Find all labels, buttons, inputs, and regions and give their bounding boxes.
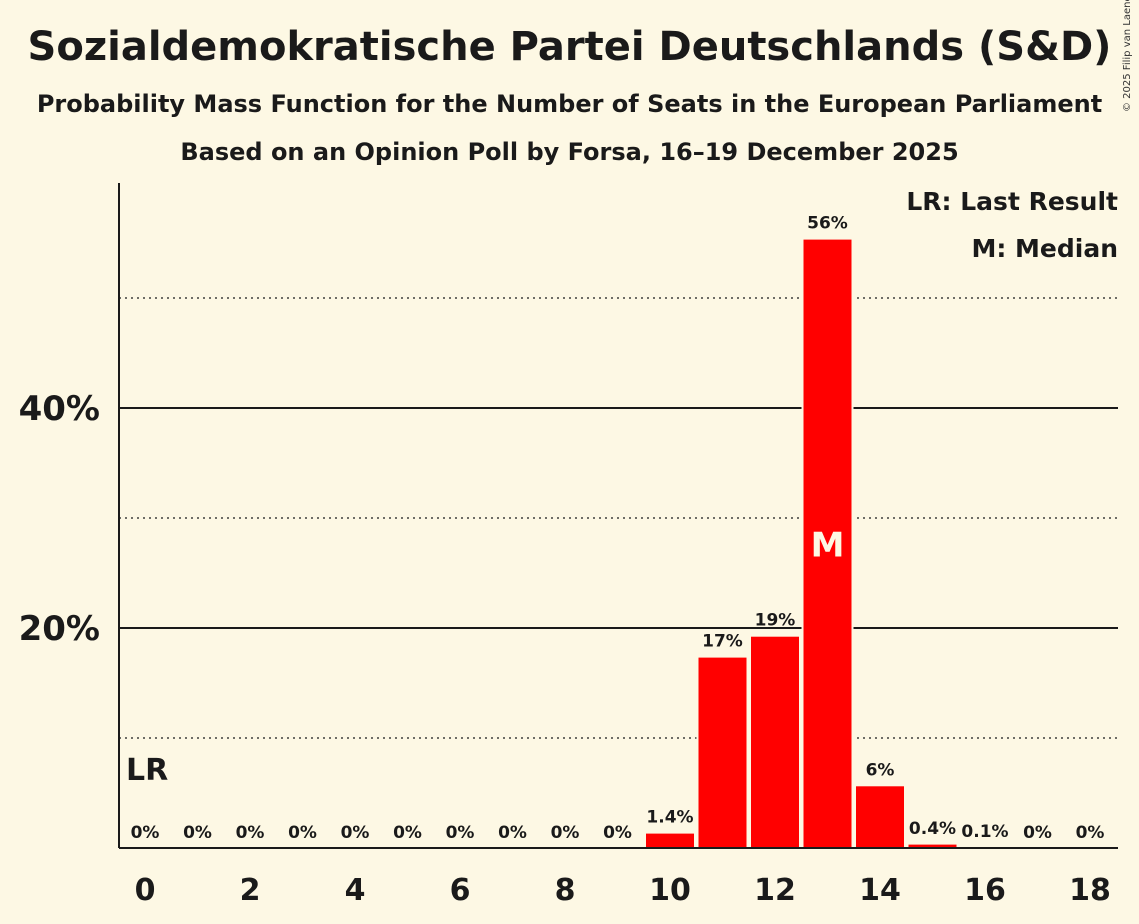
bar-value-label: 0% [498, 823, 527, 843]
legend-entry: LR: Last Result [906, 187, 1118, 216]
y-tick-label: 20% [19, 609, 100, 649]
last-result-marker: LR [126, 753, 168, 788]
grid-lines [119, 297, 1118, 739]
x-tick-label: 6 [450, 873, 471, 908]
bar-seat-10 [644, 831, 696, 849]
x-tick-label: 2 [240, 873, 261, 908]
x-tick-label: 16 [964, 873, 1006, 908]
bar-value-label: 0% [288, 823, 317, 843]
x-tick-label: 0 [135, 873, 156, 908]
bar-value-label: 0% [446, 823, 475, 843]
y-tick-label: 40% [19, 389, 100, 429]
bar-seat-13 [801, 237, 854, 850]
bar-seat-12 [749, 634, 801, 850]
x-tick-label: 4 [345, 873, 366, 908]
x-tick-label: 8 [555, 873, 576, 908]
bar-seat-11 [696, 655, 749, 849]
bar-labels-group: 0% 0% 0% 0% 0% 0% 0% 0% 0% 0%1.4%17%19%56%6%0.4% 0… [126, 214, 1104, 843]
bar-value-label: 6% [866, 760, 895, 780]
bar-seat-14 [854, 784, 906, 849]
x-tick-label: 18 [1069, 873, 1111, 908]
bar-value-label: 0% [236, 823, 265, 843]
bar-value-label: 0% [341, 823, 370, 843]
legend: LR: Last Result M: Median [906, 187, 1118, 263]
bar-value-label: 0% [183, 823, 212, 843]
chart-subtitle: Probability Mass Function for the Number… [36, 90, 1103, 118]
x-tick-label: 10 [649, 873, 691, 908]
bar-value-label: 0% [131, 823, 160, 843]
bar-value-label: 0% [1076, 823, 1105, 843]
bar-value-label: 0% [1023, 823, 1052, 843]
bar-value-label: 19% [755, 611, 796, 631]
median-marker: M [811, 526, 845, 566]
chart-subtitle-poll: Based on an Opinion Poll by Forsa, 16–19… [180, 138, 959, 166]
bars-group [644, 237, 1011, 850]
chart-title: Sozialdemokratische Partei Deutschlands … [27, 24, 1112, 70]
legend-entry: M: Median [971, 234, 1118, 263]
axes-group: 20% 40% 0 2 4 6 8 10 12 14 16 18 [19, 183, 1118, 908]
x-tick-label: 14 [859, 873, 901, 908]
bar-value-label: 0.1% [961, 822, 1008, 842]
bar-value-label: 0% [393, 823, 422, 843]
bar-value-label: 17% [702, 632, 743, 652]
bar-value-label: 0.4% [909, 819, 956, 839]
bar-value-label: 56% [807, 214, 848, 234]
bar-value-label: 1.4% [646, 808, 693, 828]
bar-value-label: 0% [603, 823, 632, 843]
bar-value-label: 0% [551, 823, 580, 843]
x-tick-label: 12 [754, 873, 796, 908]
